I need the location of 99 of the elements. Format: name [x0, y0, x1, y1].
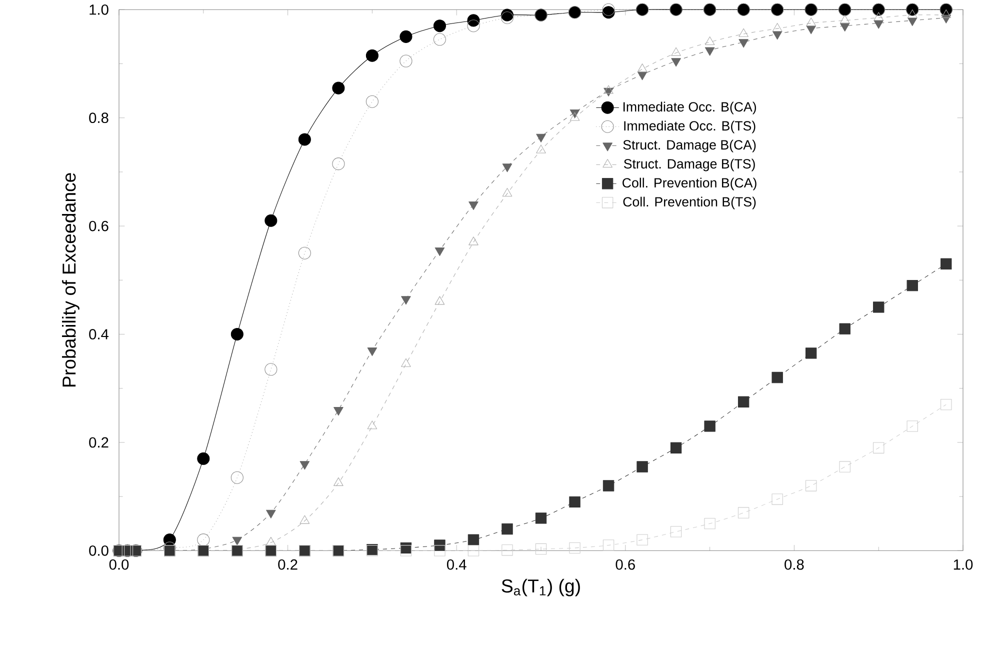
point: [366, 50, 378, 62]
point: [670, 526, 682, 538]
point: [502, 524, 513, 535]
y-tick-label: 0.0: [89, 546, 108, 556]
point: [840, 23, 850, 32]
point: [738, 28, 748, 38]
point: [873, 442, 884, 454]
point: [434, 540, 446, 552]
point: [400, 30, 412, 44]
point: [535, 512, 547, 524]
point: [535, 544, 547, 555]
point: [907, 18, 918, 26]
point: [874, 20, 884, 29]
point: [772, 31, 782, 40]
point: [433, 33, 446, 46]
legend-label: Coll. Prevention B(TS): [623, 196, 756, 210]
point: [197, 534, 210, 546]
point: [806, 26, 816, 34]
point: [940, 258, 952, 270]
legend-label: Coll. Prevention B(CA): [622, 178, 756, 190]
point: [264, 363, 278, 376]
point: [468, 545, 480, 556]
y-axis-title: Probability of Exceedance: [62, 173, 80, 387]
legend-label: Struct. Damage B(TS): [624, 158, 755, 172]
point: [873, 302, 884, 313]
point: [400, 545, 412, 556]
x-tick-label: 1.0: [954, 560, 973, 570]
point: [671, 58, 681, 67]
point: [163, 534, 176, 546]
x-tick-label: 0.4: [446, 560, 466, 570]
point: [468, 202, 478, 210]
point: [906, 280, 918, 292]
point: [670, 442, 682, 454]
point: [500, 8, 514, 22]
point: [704, 47, 715, 56]
legend-label: Struct. Damage B(CA): [623, 140, 756, 152]
point: [738, 507, 750, 519]
point: [906, 420, 918, 432]
point: [839, 461, 850, 473]
y-tick-label: 0.4: [89, 329, 109, 340]
point: [467, 20, 480, 32]
point: [602, 540, 614, 552]
y-tick-label: 0.8: [89, 112, 108, 124]
point: [298, 133, 311, 146]
y-tick-label: 0.6: [89, 221, 108, 232]
point: [940, 399, 952, 410]
point: [334, 478, 344, 486]
point: [536, 134, 546, 143]
y-tick-label: 1.0: [90, 4, 108, 15]
x-axis-title: S$_{a}$(T$_{1}$) (g): [502, 579, 580, 596]
point: [401, 296, 411, 305]
point: [230, 328, 244, 341]
legend-label: Immediate Occ. B(CA): [623, 102, 756, 114]
point: [805, 348, 817, 359]
point: [366, 96, 378, 108]
point: [636, 461, 648, 473]
point: [840, 15, 850, 24]
point: [839, 323, 850, 335]
point: [230, 472, 244, 484]
legend-label: Immediate Occ. B(TS): [624, 120, 756, 134]
point: [401, 358, 411, 368]
point: [772, 372, 783, 384]
point: [433, 20, 446, 32]
point: [738, 396, 750, 408]
point: [738, 39, 748, 48]
point: [502, 544, 513, 556]
point: [636, 534, 648, 546]
point: [602, 6, 615, 19]
point: [468, 534, 480, 546]
point: [334, 407, 344, 416]
y-tick-label: 0.2: [89, 437, 108, 448]
x-tick-label: 0.0: [109, 560, 129, 570]
point: [332, 158, 345, 170]
point: [197, 452, 210, 466]
point: [805, 480, 817, 492]
point: [772, 494, 783, 506]
point: [367, 420, 378, 430]
point: [602, 4, 615, 16]
x-tick-label: 0.8: [784, 560, 804, 570]
point: [704, 420, 716, 432]
point: [400, 54, 412, 68]
point: [264, 214, 278, 228]
point: [502, 188, 512, 197]
point: [569, 496, 580, 508]
point: [434, 545, 446, 556]
point: [367, 348, 378, 356]
point: [602, 480, 614, 492]
point: [704, 518, 716, 530]
point: [298, 246, 311, 260]
point: [569, 542, 580, 554]
point: [332, 82, 345, 95]
point: [467, 14, 480, 27]
point: [502, 164, 512, 172]
point: [500, 12, 514, 24]
x-tick-label: 0.6: [616, 560, 635, 570]
point: [434, 248, 445, 256]
x-tick-label: 0.2: [278, 560, 298, 570]
point: [300, 461, 310, 470]
point: [637, 72, 648, 80]
